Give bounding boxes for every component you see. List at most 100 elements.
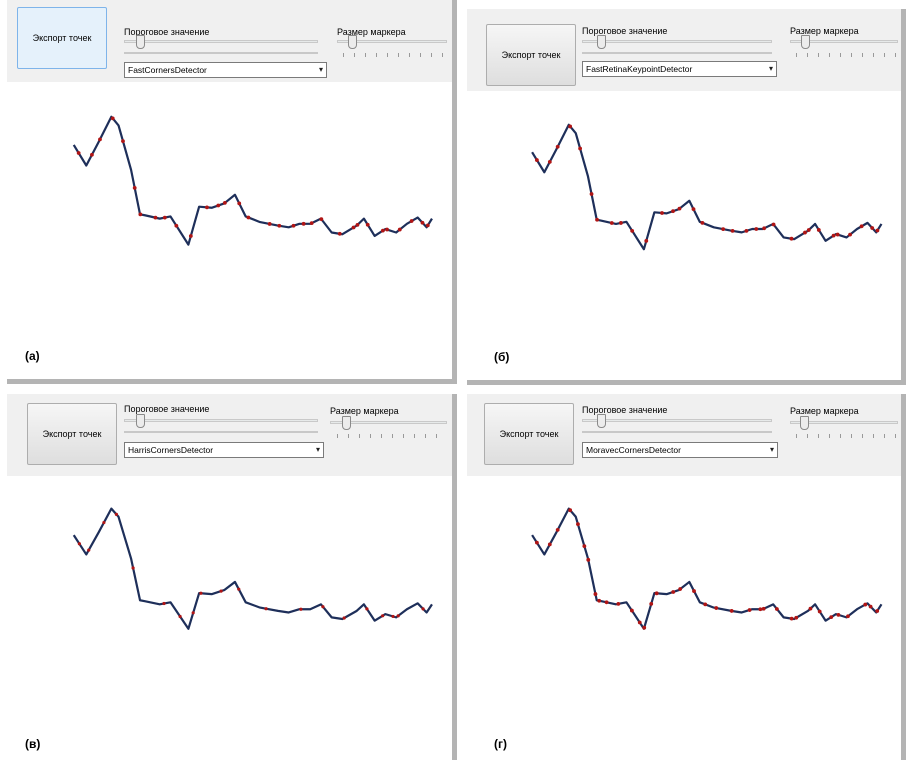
- keypoint-marker: [597, 598, 602, 603]
- marker-size-slider-track[interactable]: [330, 421, 447, 424]
- marker-size-slider-track[interactable]: [337, 40, 447, 43]
- keypoint-marker: [237, 587, 241, 591]
- keypoint-marker: [174, 223, 179, 228]
- plot-area: [7, 476, 452, 755]
- panel-border-bottom: [467, 380, 906, 385]
- keypoint-marker: [162, 601, 166, 606]
- keypoint-marker: [660, 211, 664, 215]
- marker-size-ticks: [343, 53, 447, 57]
- threshold-slider-baseline: [124, 431, 318, 433]
- marker-size-slider-thumb[interactable]: [342, 416, 351, 430]
- keypoint-marker: [649, 601, 654, 606]
- toolbar: Экспорт точек Пороговое значение Размер …: [7, 394, 452, 476]
- marker-size-slider-thumb[interactable]: [348, 35, 357, 49]
- threshold-slider-thumb[interactable]: [597, 35, 606, 49]
- keypoint-marker: [859, 224, 864, 229]
- threshold-slider-track[interactable]: [582, 419, 772, 422]
- threshold-slider-baseline: [582, 431, 772, 433]
- keypoint-marker: [191, 611, 195, 615]
- keypoint-marker: [692, 589, 696, 593]
- keypoint-marker: [110, 116, 115, 121]
- keypoint-marker: [595, 217, 599, 222]
- keypoint-marker: [321, 605, 325, 609]
- signal-chart: [72, 115, 433, 246]
- keypoint-marker: [593, 592, 598, 596]
- keypoint-marker: [758, 607, 763, 612]
- keypoint-marker: [654, 591, 659, 596]
- threshold-slider-track[interactable]: [124, 419, 318, 422]
- export-points-button[interactable]: Экспорт точек: [484, 403, 574, 465]
- keypoint-marker: [604, 600, 609, 605]
- keypoint-marker: [385, 227, 389, 232]
- keypoint-marker: [678, 587, 683, 591]
- keypoint-marker: [691, 207, 696, 212]
- keypoint-marker: [671, 209, 675, 214]
- chevron-down-icon: ▾: [769, 445, 774, 454]
- marker-size-slider-thumb[interactable]: [800, 416, 809, 430]
- keypoint-marker: [831, 233, 836, 238]
- keypoint-marker: [90, 152, 94, 157]
- keypoint-marker: [162, 215, 167, 220]
- keypoint-marker: [534, 158, 539, 162]
- detector-select-value: FastRetinaKeypointDetector: [586, 64, 693, 74]
- keypoint-marker: [835, 232, 840, 237]
- keypoint-marker: [730, 229, 735, 233]
- keypoint-marker: [671, 590, 676, 594]
- threshold-slider-baseline: [582, 52, 772, 54]
- keypoint-marker: [77, 542, 81, 546]
- keypoint-marker: [409, 219, 414, 223]
- detector-select[interactable]: MoravecCornersDetector ▾: [582, 442, 778, 458]
- figure-caption: (а): [25, 349, 40, 363]
- keypoint-marker: [291, 223, 296, 228]
- keypoint-marker: [391, 614, 395, 619]
- panel-border-right: [452, 0, 457, 384]
- panel-d: Экспорт точек Пороговое значение Размер …: [467, 394, 906, 760]
- threshold-slider-thumb[interactable]: [597, 414, 606, 428]
- keypoint-marker: [199, 591, 203, 595]
- signal-chart: [72, 507, 433, 630]
- keypoint-marker: [629, 608, 634, 613]
- marker-size-slider-track[interactable]: [790, 421, 898, 424]
- keypoint-marker: [870, 226, 875, 230]
- keypoint-marker: [421, 607, 425, 611]
- keypoint-marker: [817, 609, 822, 614]
- keypoint-marker: [319, 217, 324, 222]
- keypoint-marker: [555, 144, 560, 149]
- detector-select[interactable]: FastCornersDetector ▾: [124, 62, 327, 78]
- detector-select[interactable]: FastRetinaKeypointDetector ▾: [582, 61, 777, 77]
- keypoint-marker: [98, 137, 102, 142]
- keypoint-marker: [618, 221, 623, 225]
- keypoint-marker: [131, 566, 135, 570]
- threshold-slider-track[interactable]: [582, 40, 772, 43]
- threshold-slider-thumb[interactable]: [136, 414, 145, 428]
- marker-size-ticks: [796, 53, 898, 57]
- marker-size-slider-thumb[interactable]: [801, 35, 810, 49]
- keypoint-marker: [721, 227, 726, 232]
- keypoint-marker: [299, 607, 303, 611]
- threshold-label: Пороговое значение: [124, 404, 210, 414]
- keypoint-marker: [264, 607, 268, 611]
- threshold-slider-thumb[interactable]: [136, 35, 145, 49]
- detector-select[interactable]: HarrisCornersDetector ▾: [124, 442, 324, 458]
- detector-select-value: HarrisCornersDetector: [128, 445, 214, 455]
- marker-size-ticks: [337, 434, 447, 438]
- keypoint-marker: [863, 602, 868, 607]
- keypoint-marker: [803, 230, 807, 235]
- keypoint-marker: [808, 606, 813, 611]
- export-points-button[interactable]: Экспорт точек: [486, 24, 576, 86]
- export-points-button[interactable]: Экспорт точек: [17, 7, 107, 69]
- keypoint-marker: [534, 540, 539, 545]
- export-points-button[interactable]: Экспорт точек: [27, 403, 117, 465]
- keypoint-marker: [868, 604, 873, 609]
- panel-a: Экспорт точек Пороговое значение Размер …: [7, 0, 457, 384]
- marker-size-slider-track[interactable]: [790, 40, 898, 43]
- keypoint-marker: [875, 609, 880, 613]
- keypoint-marker: [216, 203, 221, 208]
- keypoint-marker: [547, 159, 552, 164]
- keypoint-marker: [555, 527, 560, 532]
- toolbar: Экспорт точек Пороговое значение Размер …: [467, 9, 901, 91]
- panel-c: Экспорт точек Пороговое значение Размер …: [7, 394, 457, 760]
- threshold-label: Пороговое значение: [582, 405, 668, 415]
- threshold-slider-track[interactable]: [124, 40, 318, 43]
- panel-border-right: [452, 394, 457, 760]
